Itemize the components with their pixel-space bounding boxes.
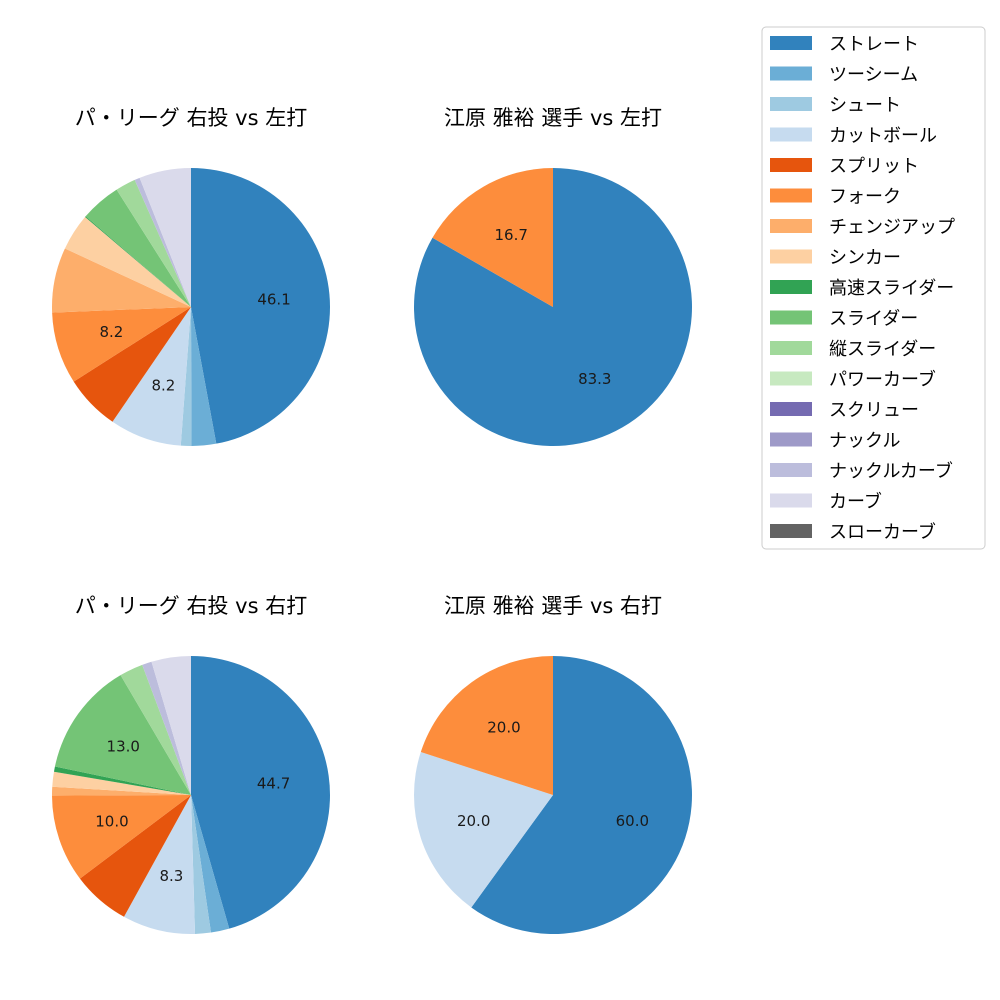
- legend-label: フォーク: [829, 187, 901, 208]
- chart-title: パ・リーグ 右投 vs 右打: [75, 594, 307, 618]
- slice-value-label: 44.7: [257, 774, 290, 792]
- slice-value-label: 46.1: [257, 290, 290, 308]
- pie-slice-3: [191, 795, 211, 934]
- slice-value-label: 8.2: [99, 323, 123, 341]
- legend-label: シンカー: [829, 248, 901, 269]
- legend-swatch: [770, 219, 812, 233]
- legend-label: カーブ: [829, 491, 882, 513]
- pie-slice-2: [191, 795, 230, 933]
- pie-slice-5: [79, 795, 191, 917]
- pie-slice-1: [191, 168, 331, 444]
- pie-slice-11: [120, 664, 191, 795]
- legend-swatch: [770, 66, 812, 81]
- slice-value-label: 83.3: [578, 370, 611, 388]
- legend-label: スライダー: [829, 309, 918, 330]
- pie-chart-2: 江原 雅裕 選手 vs 左打 83.3 16.7: [413, 106, 692, 446]
- pie-slice-7: [52, 786, 191, 796]
- slice-value-label: 60.0: [616, 812, 649, 830]
- legend-swatch: [770, 402, 812, 416]
- pie-slice-8: [64, 216, 191, 307]
- pie-slice-1: [191, 656, 331, 929]
- pie-slice-6: [52, 307, 191, 382]
- chart-title: パ・リーグ 右投 vs 左打: [75, 106, 307, 130]
- slice-value-label: 10.0: [95, 813, 128, 831]
- legend-swatch: [770, 97, 812, 111]
- legend-swatch: [770, 310, 812, 325]
- legend-label: ナックル: [829, 431, 900, 452]
- legend-swatch: [770, 524, 812, 538]
- slice-value-label: 13.0: [107, 737, 140, 755]
- pie-slice-1: [471, 656, 693, 935]
- legend-items: ストレートツーシームシュートカットボールスプリットフォークチェンジアップシンカー…: [770, 34, 955, 543]
- pie-slice-9: [85, 216, 191, 307]
- legend-swatch: [770, 341, 812, 355]
- legend-label: ナックルカーブ: [829, 460, 953, 482]
- legend-label: スプリット: [829, 156, 919, 177]
- legend-label: チェンジアップ: [829, 217, 955, 238]
- legend-swatch: [770, 188, 812, 203]
- pie-slice-2: [191, 307, 217, 446]
- pie-slice-13: [151, 656, 191, 795]
- pie-slice-10: [54, 675, 191, 795]
- legend-label: パワーカーブ: [829, 369, 936, 391]
- legend: ストレートツーシームシュートカットボールスプリットフォークチェンジアップシンカー…: [761, 26, 986, 550]
- pie-slice-11: [116, 179, 191, 307]
- legend-swatch: [770, 158, 812, 172]
- pie-slice-10: [85, 189, 191, 307]
- slice-value-label: 8.2: [151, 377, 175, 395]
- charts-layer: パ・リーグ 右投 vs 左打 46.1 8.2 8.2 江原 雅裕 選手 vs 左打 83…: [52, 106, 693, 935]
- legend-swatch: [770, 36, 812, 50]
- slice-value-label: 8.3: [159, 867, 183, 885]
- legend-swatch: [770, 432, 812, 447]
- legend-label: 高速スライダー: [829, 278, 954, 299]
- pie-slice-4: [124, 795, 196, 934]
- pie-slice-8: [52, 771, 192, 795]
- legend-label: ツーシーム: [829, 65, 918, 86]
- legend-swatch: [770, 127, 812, 142]
- legend-label: カットボール: [829, 126, 937, 147]
- pie-slice-4: [112, 307, 191, 446]
- pie-slice-2: [414, 752, 553, 908]
- legend-swatch: [770, 371, 812, 386]
- chart-title: 江原 雅裕 選手 vs 右打: [444, 594, 662, 618]
- legend-label: スローカーブ: [829, 521, 936, 543]
- legend-swatch: [770, 463, 812, 477]
- slice-value-label: 16.7: [495, 226, 528, 244]
- pie-slice-9: [53, 766, 192, 795]
- pie-slice-3: [420, 656, 553, 795]
- legend-label: ストレート: [829, 34, 919, 55]
- legend-frame: [761, 26, 986, 550]
- pie-slice-3: [180, 307, 192, 446]
- pie-slice-5: [73, 307, 191, 422]
- pie-slice-7: [52, 248, 191, 313]
- pie-slice-2: [432, 168, 553, 307]
- pie-slice-13: [139, 168, 191, 307]
- legend-swatch: [770, 280, 812, 294]
- pie-chart-1: パ・リーグ 右投 vs 左打 46.1 8.2 8.2: [52, 106, 331, 446]
- slice-value-label: 20.0: [457, 812, 490, 830]
- pie-chart-3: パ・リーグ 右投 vs 右打 44.7 8.3 10.0 13.0: [52, 594, 331, 934]
- chart-title: 江原 雅裕 選手 vs 左打: [444, 106, 662, 130]
- legend-swatch: [770, 249, 812, 264]
- pie-slice-6: [52, 795, 191, 879]
- legend-label: 縦スライダー: [829, 339, 936, 360]
- legend-label: シュート: [829, 95, 901, 116]
- pie-chart-4: 江原 雅裕 選手 vs 右打 60.0 20.0 20.0: [414, 594, 693, 935]
- pie-slice-12: [134, 177, 191, 307]
- pie-slice-12: [142, 661, 191, 795]
- legend-label: スクリュー: [829, 400, 919, 421]
- slice-value-label: 20.0: [487, 719, 520, 737]
- legend-swatch: [770, 493, 812, 508]
